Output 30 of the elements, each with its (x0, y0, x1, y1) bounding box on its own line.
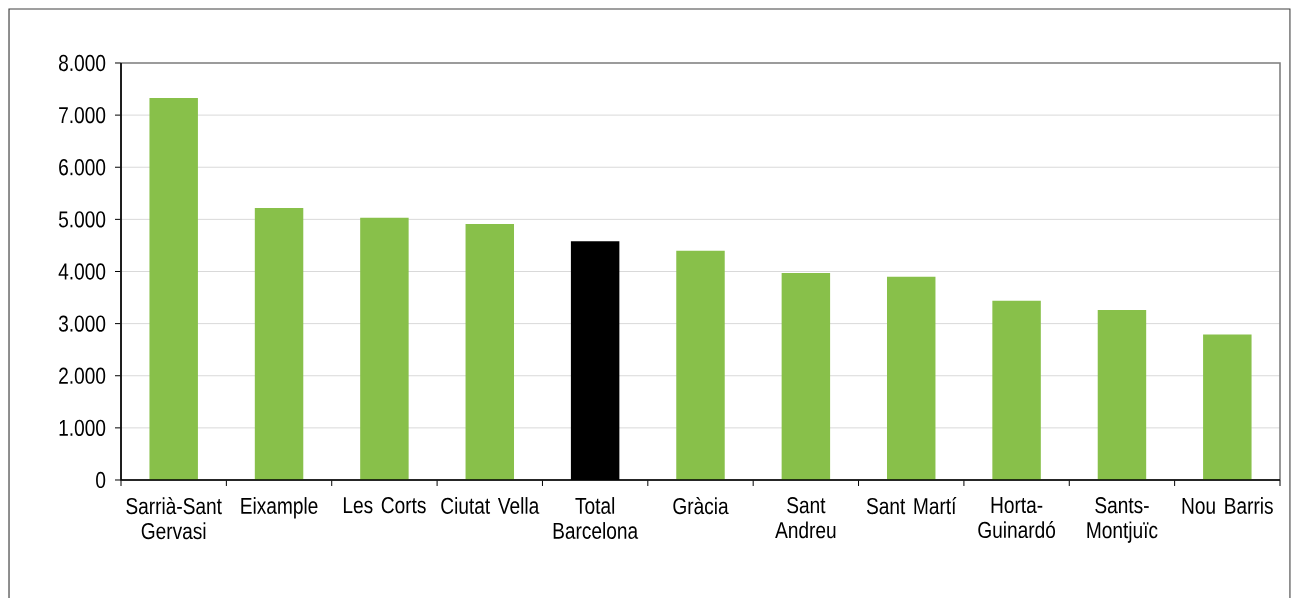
x-tick-label: Total Barcelona (553, 497, 639, 539)
x-tick-label: Nou Barris (1182, 497, 1273, 514)
bar (149, 97, 198, 480)
x-tick-label: Gràcia (673, 497, 729, 515)
bar (992, 300, 1041, 480)
bar (254, 207, 304, 480)
x-tick-label: Sant Andreu (775, 497, 836, 539)
x-tick-label: Sarrià-Sant Gervasi (126, 497, 222, 540)
y-tick-label: 2.000 (59, 367, 106, 384)
y-tick-label: 4.000 (58, 263, 106, 280)
y-tick-label: 8.000 (58, 54, 106, 72)
x-tick-label: Horta-Guinardó (978, 497, 1056, 539)
y-tick-label: 6.000 (59, 159, 106, 176)
x-tick-label: Ciutat Vella (441, 497, 540, 514)
bar (886, 276, 936, 480)
bar (781, 273, 831, 480)
x-tick-label: Sant Martí (866, 497, 957, 515)
bar (676, 250, 725, 480)
bar (360, 217, 409, 480)
x-tick-label: Les Corts (343, 497, 426, 514)
y-tick-label: 1.000 (59, 419, 106, 436)
x-tick-label: Sants-Montjuïc (1087, 497, 1158, 543)
x-tick-label: Eixample (241, 497, 318, 519)
bar (1097, 310, 1147, 480)
bar (1203, 334, 1252, 480)
bar (465, 224, 515, 480)
y-tick-label: 0 (96, 471, 106, 489)
y-tick-label: 5.000 (58, 211, 106, 228)
y-tick-label: 3.000 (58, 315, 106, 332)
y-tick-label: 7.000 (59, 106, 106, 124)
